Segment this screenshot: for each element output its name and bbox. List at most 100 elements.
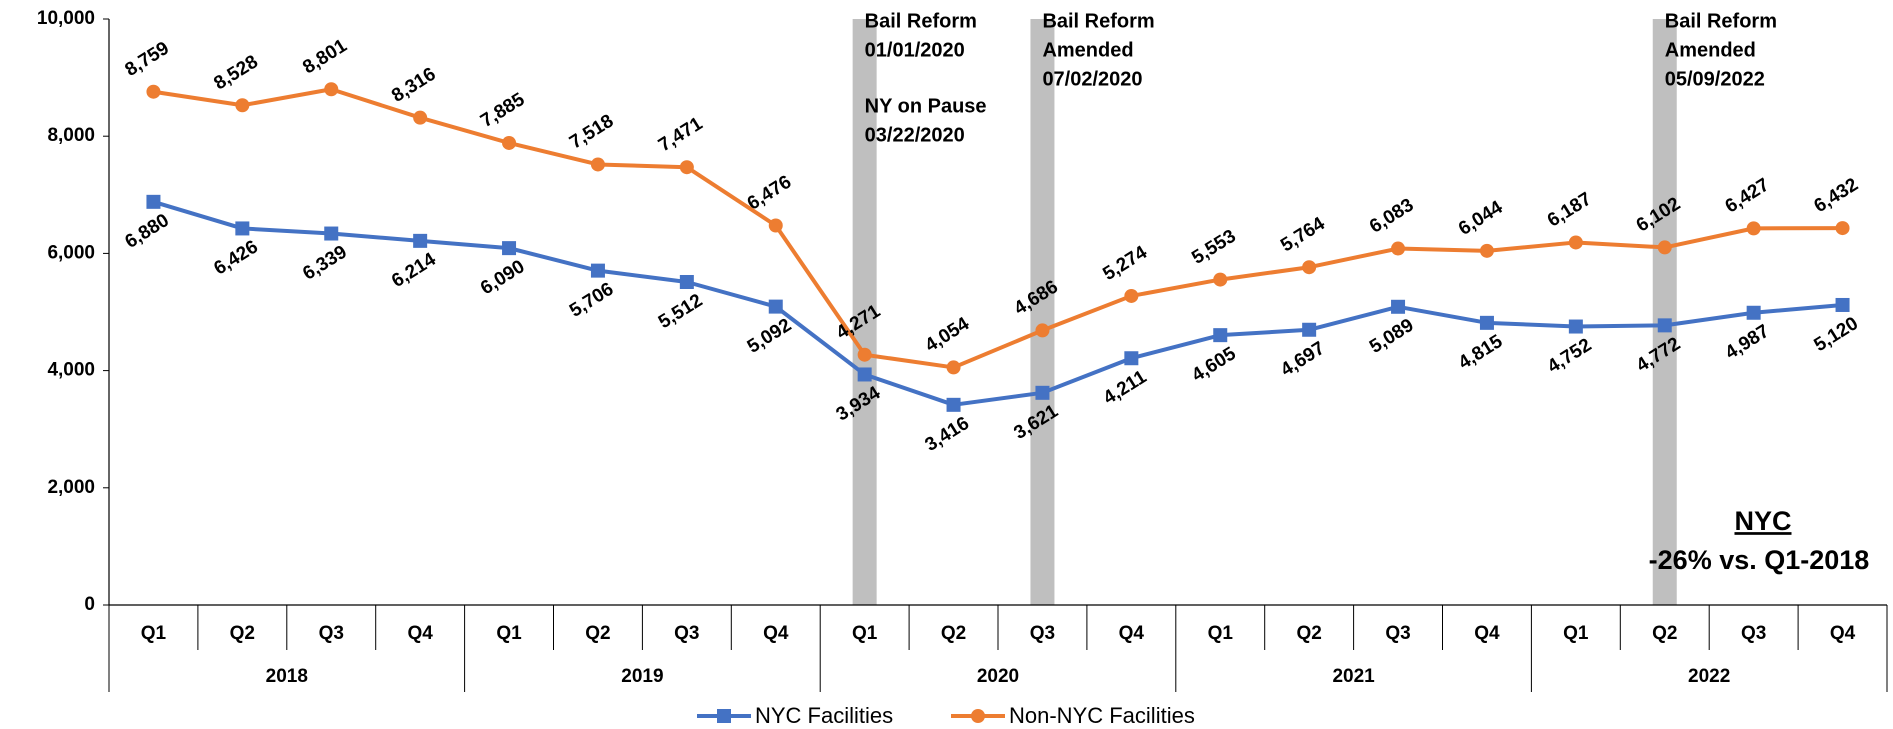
x-tick-label: Q1 xyxy=(141,623,167,644)
y-tick-label: 8,000 xyxy=(47,125,95,146)
x-tick-label: Q2 xyxy=(585,623,610,644)
annotation-text: Bail Reform xyxy=(1042,10,1154,32)
data-label: 8,316 xyxy=(388,64,439,107)
data-label: 4,987 xyxy=(1722,321,1773,364)
x-tick-label: Q3 xyxy=(319,623,344,644)
data-label: 5,089 xyxy=(1366,315,1417,358)
data-label: 8,759 xyxy=(121,38,172,81)
legend-label: NYC Facilities xyxy=(755,703,893,728)
note-title: NYC xyxy=(1734,506,1791,536)
marker xyxy=(1391,299,1406,314)
annotation-text: Bail Reform xyxy=(865,10,977,32)
data-label: 7,518 xyxy=(566,111,617,154)
marker xyxy=(946,360,961,375)
annotation-text: 01/01/2020 xyxy=(865,39,965,61)
data-label: 6,476 xyxy=(744,172,795,215)
data-label: 8,528 xyxy=(210,51,261,94)
data-label: 8,801 xyxy=(299,35,351,78)
note-text: -26% vs. Q1-2018 xyxy=(1649,545,1870,575)
data-label: 7,885 xyxy=(477,89,529,132)
data-label: 5,553 xyxy=(1188,226,1239,269)
marker xyxy=(146,194,161,209)
event-bar xyxy=(1030,19,1055,605)
marker xyxy=(857,347,872,362)
marker xyxy=(1213,272,1228,287)
y-tick-label: 10,000 xyxy=(37,8,95,29)
series-line xyxy=(152,199,1843,407)
marker xyxy=(324,82,339,97)
marker xyxy=(1479,315,1494,330)
legend-marker xyxy=(717,709,731,723)
x-tick-label: Q1 xyxy=(496,623,522,644)
x-tick-label: Q1 xyxy=(1208,623,1234,644)
x-tick-label: Q2 xyxy=(1652,623,1677,644)
annotations: Bail Reform 01/01/2020 NY on Pause 03/22/20… xyxy=(852,10,1777,605)
data-label: 6,044 xyxy=(1455,197,1507,240)
data-label: 6,214 xyxy=(388,249,440,292)
x-tick-label: Q4 xyxy=(763,623,789,644)
data-label: 6,339 xyxy=(299,242,350,285)
marker xyxy=(946,397,961,412)
marker xyxy=(1302,322,1317,337)
marker xyxy=(590,157,605,172)
y-tick-label: 0 xyxy=(84,594,95,615)
data-label: 6,426 xyxy=(210,237,261,280)
marker xyxy=(768,299,783,314)
marker xyxy=(502,241,517,256)
marker xyxy=(1835,297,1850,312)
annotation-text: NY on Pause xyxy=(865,95,987,117)
x-tick-label: Q3 xyxy=(674,623,699,644)
axes: 0 2,000 4,000 6,000 8,000 10,000 Q1 Q2 Q3 Q4 Q1 Q2 Q… xyxy=(37,8,1888,728)
data-label: 4,211 xyxy=(1100,366,1151,409)
marker xyxy=(1479,243,1494,258)
x-tick-label: Q2 xyxy=(1296,623,1321,644)
marker xyxy=(1568,235,1583,250)
group-label: 2020 xyxy=(977,666,1019,687)
y-tick-label: 4,000 xyxy=(47,360,95,381)
group-label: 2019 xyxy=(621,666,663,687)
data-label: 5,706 xyxy=(566,279,617,322)
marker xyxy=(1302,260,1317,275)
legend-marker xyxy=(971,709,985,723)
data-label: 6,427 xyxy=(1722,174,1773,217)
marker xyxy=(1746,221,1761,236)
data-label: 6,432 xyxy=(1811,174,1862,217)
marker xyxy=(502,135,517,150)
marker xyxy=(324,226,339,241)
annotation-text: Amended xyxy=(1042,39,1133,61)
data-label: 5,274 xyxy=(1099,242,1151,285)
data-label: 6,880 xyxy=(121,210,172,253)
legend-label: Non-NYC Facilities xyxy=(1009,703,1195,728)
data-label: 5,512 xyxy=(655,290,706,333)
y-tick-label: 2,000 xyxy=(47,477,95,498)
data-label: 5,764 xyxy=(1277,213,1329,256)
x-tick-label: Q4 xyxy=(1474,623,1500,644)
data-label: 7,471 xyxy=(655,113,707,156)
data-label: 5,092 xyxy=(744,315,795,358)
y-tick-label: 6,000 xyxy=(47,242,95,263)
marker xyxy=(679,160,694,175)
marker xyxy=(1568,319,1583,334)
marker xyxy=(413,233,428,248)
data-label: 6,083 xyxy=(1366,195,1417,238)
annotation-text: 03/22/2020 xyxy=(865,124,965,146)
data-label: 5,120 xyxy=(1811,313,1862,356)
marker xyxy=(1835,221,1850,236)
marker xyxy=(146,84,161,99)
marker xyxy=(1213,328,1228,343)
event-bar xyxy=(1652,19,1677,605)
data-label: 6,187 xyxy=(1544,189,1595,232)
marker xyxy=(1124,288,1139,303)
marker xyxy=(857,367,872,382)
x-tick-label: Q3 xyxy=(1385,623,1410,644)
marker xyxy=(1035,385,1050,400)
annotation-text: 05/09/2022 xyxy=(1665,68,1765,90)
x-tick-label: Q2 xyxy=(230,623,255,644)
group-label: 2018 xyxy=(266,666,308,687)
annotation-text: 07/02/2020 xyxy=(1042,68,1142,90)
marker xyxy=(768,218,783,233)
marker xyxy=(590,263,605,278)
series-line xyxy=(153,87,1843,370)
group-label: 2021 xyxy=(1332,666,1375,687)
